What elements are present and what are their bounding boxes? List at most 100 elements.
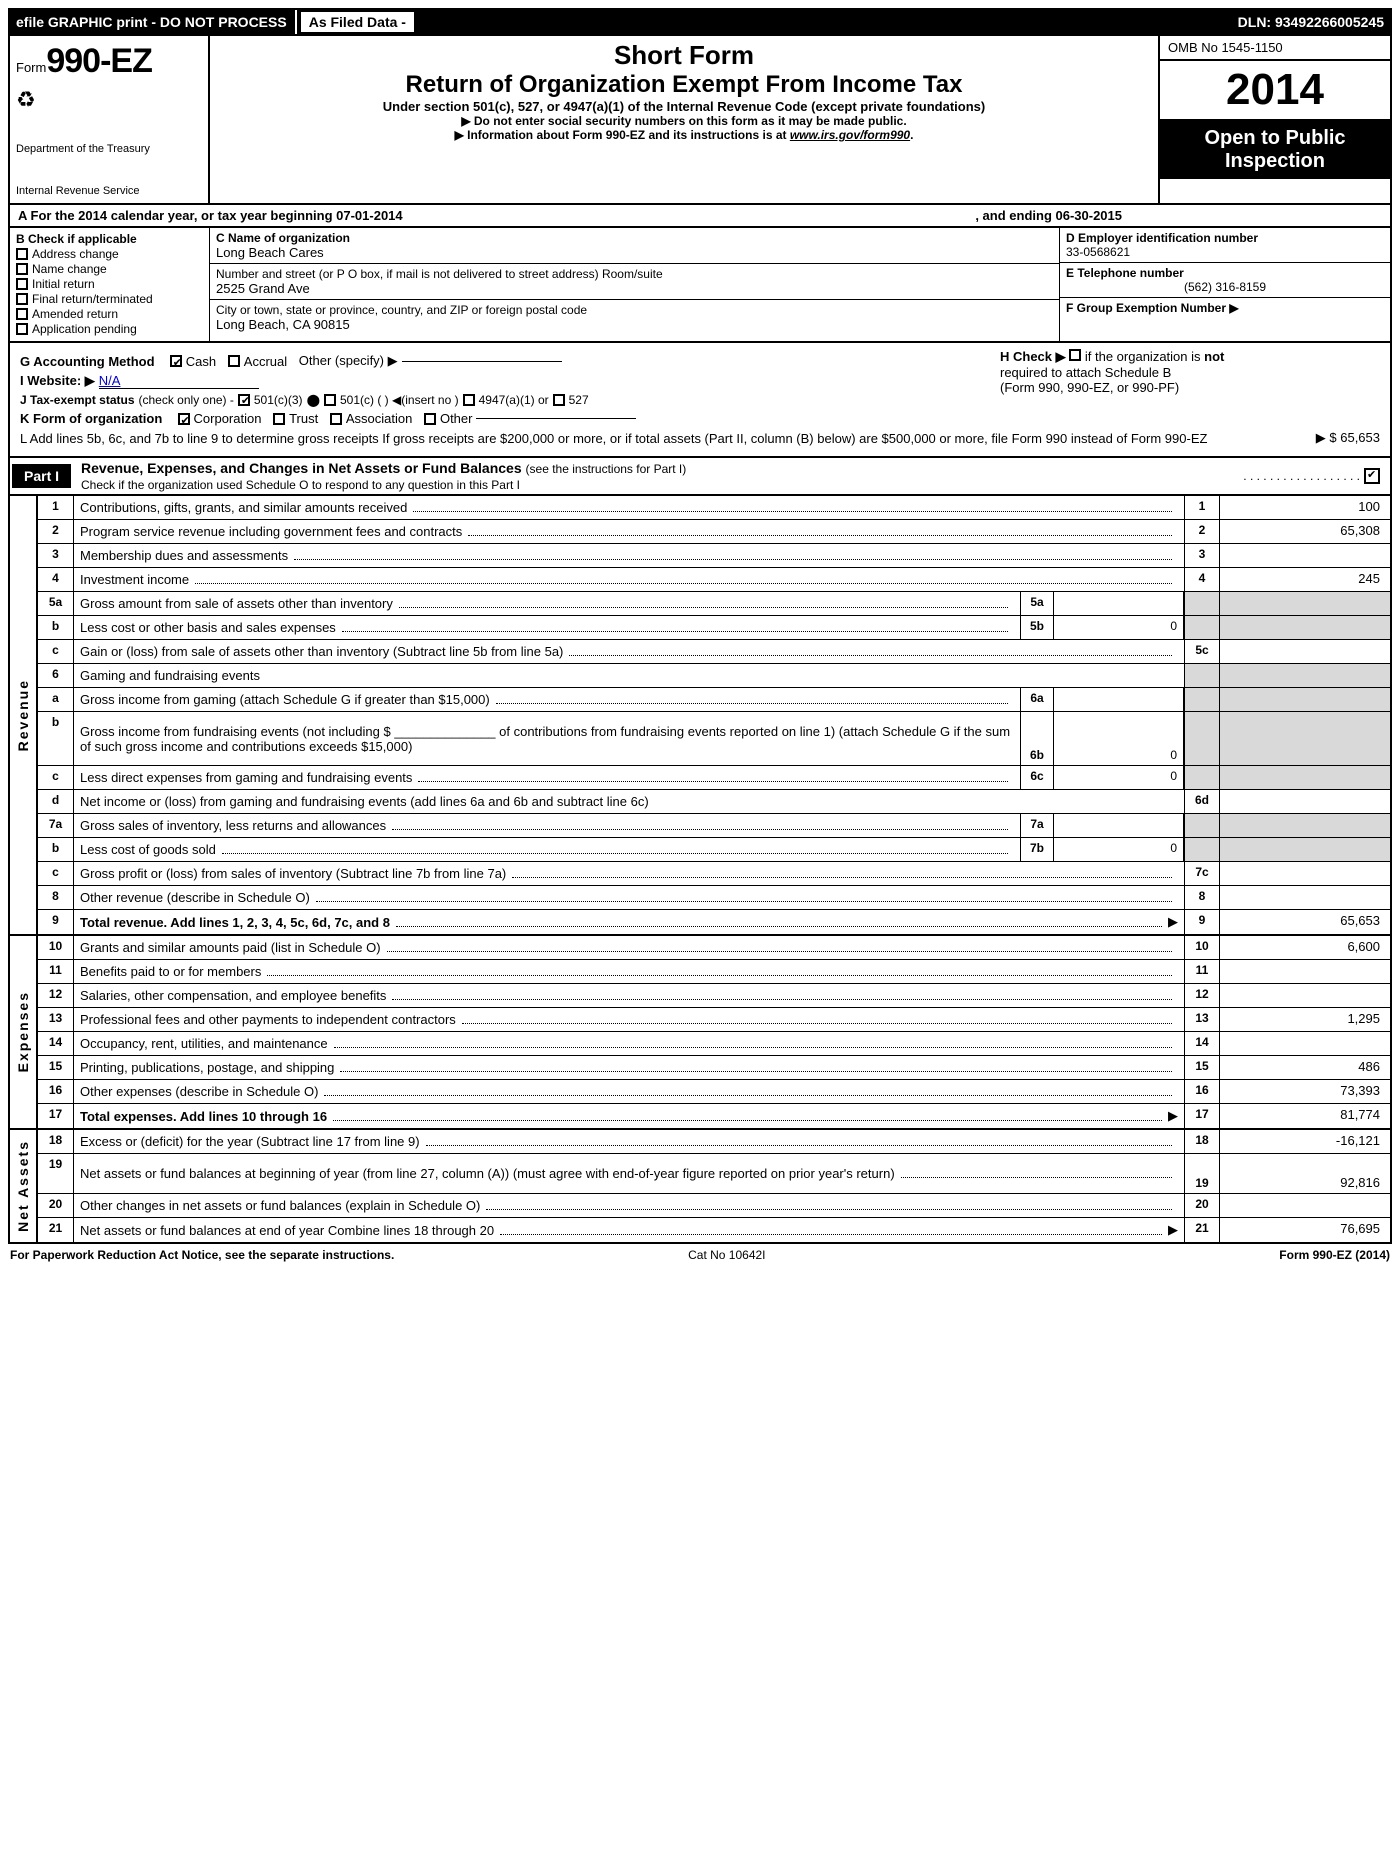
e-lbl: E Telephone number (1066, 266, 1384, 280)
form-no-footer: Form 990-EZ (2014) (1279, 1248, 1390, 1262)
val: 92,816 (1220, 1154, 1390, 1193)
line-3: 3Membership dues and assessments3 (38, 544, 1390, 568)
l-txt: L Add lines 5b, 6c, and 7b to line 9 to … (20, 431, 1207, 446)
short-form: Short Form (220, 40, 1148, 71)
j-lbl: J Tax-exempt status (20, 393, 135, 407)
chk-pending: Application pending (16, 322, 203, 336)
k-blank (476, 418, 636, 419)
checkbox-icon[interactable] (238, 394, 250, 406)
open-public: Open to Public Inspection (1160, 121, 1390, 179)
irs-link[interactable]: www.irs.gov/form990 (790, 128, 910, 142)
g-other: Other (specify) ▶ (299, 353, 398, 369)
line-4: 4Investment income4245 (38, 568, 1390, 592)
row-a: A For the 2014 calendar year, or tax yea… (8, 205, 1392, 228)
desc: Gain or (loss) from sale of assets other… (80, 644, 563, 659)
val: 245 (1220, 568, 1390, 591)
open-line2: Inspection (1162, 150, 1388, 173)
val (1220, 1194, 1390, 1217)
desc: Program service revenue including govern… (80, 524, 462, 539)
dept2: Internal Revenue Service (16, 185, 202, 197)
checkbox-icon[interactable] (424, 413, 436, 425)
line-6c: cLess direct expenses from gaming and fu… (38, 766, 1390, 790)
mval: 0 (1054, 838, 1184, 861)
desc: Investment income (80, 572, 189, 587)
chk-initial: Initial return (16, 277, 203, 291)
c-name: C Name of organization Long Beach Cares (210, 228, 1059, 264)
checkbox-icon[interactable] (16, 248, 28, 260)
line-14: 14Occupancy, rent, utilities, and mainte… (38, 1032, 1390, 1056)
title-box: Short Form Return of Organization Exempt… (210, 36, 1160, 203)
line-10: 10Grants and similar amounts paid (list … (38, 936, 1390, 960)
i-val[interactable]: N/A (99, 373, 259, 389)
line-1: 1Contributions, gifts, grants, and simil… (38, 496, 1390, 520)
desc: Contributions, gifts, grants, and simila… (80, 500, 407, 515)
row-a-ending: , and ending 06-30-2015 (975, 208, 1122, 223)
omb-no: OMB No 1545-1150 (1160, 36, 1390, 61)
chk-lbl: Initial return (32, 277, 95, 291)
checkbox-icon[interactable] (178, 413, 190, 425)
desc: Gross income from gaming (attach Schedul… (80, 692, 490, 707)
desc: Professional fees and other payments to … (80, 1012, 456, 1027)
k1: Corporation (194, 411, 262, 426)
line-21: 21Net assets or fund balances at end of … (38, 1218, 1390, 1242)
line-6a: aGross income from gaming (attach Schedu… (38, 688, 1390, 712)
line-20: 20Other changes in net assets or fund ba… (38, 1194, 1390, 1218)
checkbox-icon[interactable] (1069, 349, 1081, 361)
d-box: D Employer identification number 33-0568… (1060, 228, 1390, 263)
checkbox-icon[interactable] (273, 413, 285, 425)
col-def: D Employer identification number 33-0568… (1060, 228, 1390, 341)
checkbox-icon[interactable] (324, 394, 336, 406)
i-line: I Website: ▶ N/A (20, 373, 1000, 389)
line-13: 13Professional fees and other payments t… (38, 1008, 1390, 1032)
expenses-rows: 10Grants and similar amounts paid (list … (38, 936, 1390, 1128)
val (1220, 544, 1390, 567)
val: 76,695 (1220, 1218, 1390, 1242)
desc: Net assets or fund balances at beginning… (80, 1166, 895, 1181)
checkbox-icon[interactable] (553, 394, 565, 406)
header-spacer (418, 18, 1230, 26)
checkbox-icon[interactable] (16, 308, 28, 320)
part1-paren: (see the instructions for Part I) (526, 462, 687, 476)
line-16: 16Other expenses (describe in Schedule O… (38, 1080, 1390, 1104)
checkbox-icon[interactable] (463, 394, 475, 406)
checkbox-icon[interactable] (330, 413, 342, 425)
c-city: City or town, state or province, country… (210, 300, 1059, 335)
desc: Salaries, other compensation, and employ… (80, 988, 386, 1003)
checkbox-icon[interactable] (16, 293, 28, 305)
recycle-icon: ♻ (16, 87, 36, 113)
checkbox-icon[interactable] (16, 278, 28, 290)
arrow-icon: ▶ (1168, 914, 1178, 930)
e-val: (562) 316-8159 (1066, 280, 1384, 294)
val: 1,295 (1220, 1008, 1390, 1031)
checkbox-icon[interactable] (16, 263, 28, 275)
row-a-text: A For the 2014 calendar year, or tax yea… (18, 208, 403, 223)
c-addr-val: 2525 Grand Ave (216, 281, 1053, 296)
line-6d: dNet income or (loss) from gaming and fu… (38, 790, 1390, 814)
k4: Other (440, 411, 473, 426)
line-5a: 5aGross amount from sale of assets other… (38, 592, 1390, 616)
checkbox-icon[interactable] (16, 323, 28, 335)
val (1220, 886, 1390, 909)
k-line: K Form of organization Corporation Trust… (20, 411, 1380, 426)
open-line1: Open to Public (1162, 127, 1388, 150)
val (1220, 1032, 1390, 1055)
note1: ▶ Do not enter social security numbers o… (220, 114, 1148, 128)
line-7a: 7aGross sales of inventory, less returns… (38, 814, 1390, 838)
checkbox-icon[interactable] (228, 355, 240, 367)
d-lbl: D Employer identification number (1066, 231, 1384, 245)
line-6b: bGross income from fundraising events (n… (38, 712, 1390, 766)
expenses-label-text: Expenses (15, 991, 31, 1072)
checkbox-icon[interactable] (170, 355, 182, 367)
i-lbl: I Website: ▶ (20, 373, 95, 389)
subtitle: Under section 501(c), 527, or 4947(a)(1)… (220, 99, 1148, 114)
arrow-icon: ▶ (1168, 1108, 1178, 1124)
checkbox-icon[interactable] (1364, 468, 1380, 484)
line-19: 19Net assets or fund balances at beginni… (38, 1154, 1390, 1194)
val (1220, 640, 1390, 663)
form-id-box: Form990-EZ ♻ Department of the Treasury … (10, 36, 210, 203)
val (1220, 960, 1390, 983)
revenue-grid: Revenue 1Contributions, gifts, grants, a… (8, 496, 1392, 936)
val: 486 (1220, 1056, 1390, 1079)
val: -16,121 (1220, 1130, 1390, 1153)
desc: Gross sales of inventory, less returns a… (80, 818, 386, 833)
